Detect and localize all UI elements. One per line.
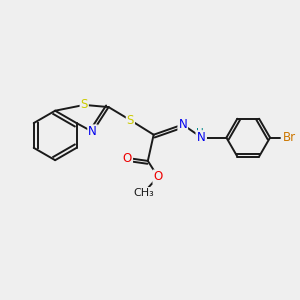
Text: N: N (88, 125, 97, 138)
Text: CH₃: CH₃ (133, 188, 154, 198)
Text: S: S (81, 98, 88, 111)
Text: N: N (197, 131, 206, 144)
Text: O: O (123, 152, 132, 164)
Text: N: N (178, 118, 187, 131)
Text: H: H (196, 128, 204, 138)
Text: Br: Br (283, 131, 296, 144)
Text: O: O (153, 170, 163, 183)
Text: S: S (127, 114, 134, 127)
